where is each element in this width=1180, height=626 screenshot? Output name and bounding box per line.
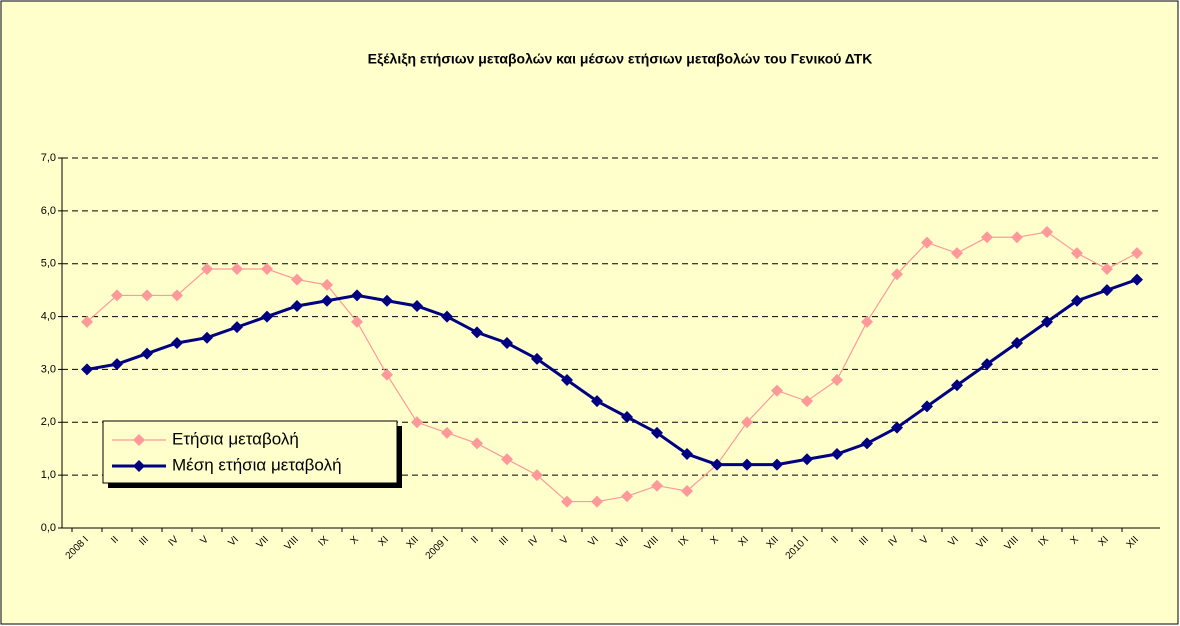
marker [951,247,963,260]
marker [561,495,573,508]
marker [621,411,633,423]
marker [1101,263,1113,275]
x-tick-label: II [829,534,841,546]
chart-title: Εξέλιξη ετήσιων μεταβολών και μέσων ετήσ… [368,51,873,67]
marker [381,368,393,381]
marker [291,300,303,312]
marker [861,315,873,328]
marker [381,294,393,307]
marker [411,300,423,312]
marker [471,326,483,339]
marker [1071,294,1083,307]
marker [351,289,363,302]
marker [1041,226,1053,238]
legend-label: Μέση ετήσια μεταβολή [172,455,342,474]
marker [1131,273,1143,286]
marker [981,358,993,371]
marker [741,458,753,471]
marker [621,490,633,503]
marker [801,453,813,466]
marker [711,458,723,471]
legend-label: Ετήσια μεταβολή [172,429,299,448]
marker [831,374,843,386]
marker [411,416,423,429]
marker [291,273,303,286]
marker [681,485,693,497]
legend-box [102,420,398,484]
marker [531,469,543,482]
marker [1071,247,1083,260]
marker [171,289,183,302]
marker [531,352,543,365]
legend: Ετήσια μεταβολή Μέση ετήσια μεταβολή [102,420,402,488]
x-tick-label: II [109,534,121,546]
marker [441,310,453,323]
marker [1011,231,1023,244]
marker [111,358,123,371]
marker [261,310,273,323]
marker [921,236,933,249]
marker [501,337,513,349]
marker [201,331,213,344]
marker [261,263,273,275]
marker [201,263,213,275]
legend-marker [133,460,145,472]
marker [171,337,183,349]
marker [981,231,993,244]
y-tick-label: 6,0 [41,205,56,217]
marker [651,479,663,492]
marker [231,321,243,334]
marker [951,379,963,392]
x-tick-label: II [469,534,481,546]
y-tick-label: 7,0 [41,152,56,164]
marker [321,278,333,291]
marker [741,416,753,429]
y-tick-label: 4,0 [41,310,56,322]
marker [471,437,483,450]
marker [1041,315,1053,328]
marker [651,426,663,439]
y-tick-label: 1,0 [41,469,56,481]
marker [231,263,243,275]
marker [591,495,603,508]
series-line [86,278,1138,467]
marker [81,315,93,328]
y-tick-label: 5,0 [41,258,56,270]
marker [681,448,693,460]
marker [771,384,783,397]
marker [141,347,153,360]
marker [1011,337,1023,349]
marker [561,374,573,386]
legend-marker [133,434,145,446]
y-tick-label: 0,0 [41,522,56,534]
marker [801,395,813,408]
marker [441,426,453,439]
marker [111,289,123,302]
marker [831,448,843,460]
y-tick-label: 2,0 [41,416,56,428]
marker [591,395,603,408]
marker [81,363,93,376]
marker [1131,247,1143,260]
marker [141,289,153,302]
marker [501,453,513,466]
marker [1101,284,1113,297]
y-tick-label: 3,0 [41,363,56,375]
marker [921,400,933,413]
marker [321,294,333,307]
marker [771,458,783,471]
marker [891,268,903,281]
marker [891,421,903,434]
marker [351,315,363,328]
marker [861,437,873,450]
